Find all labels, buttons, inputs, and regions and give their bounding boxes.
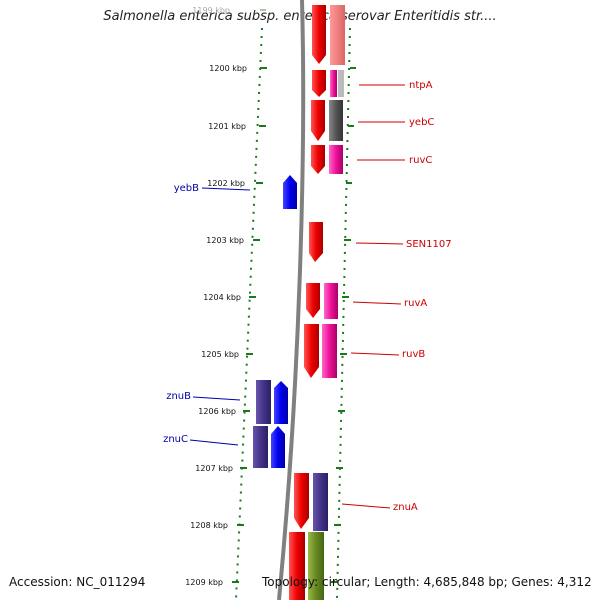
gene-label-yebB: yebB: [174, 183, 199, 194]
gene-label-ruvA: ruvA: [404, 298, 427, 309]
tick-label: 1204 kbp: [203, 293, 241, 302]
tick-label: 1208 kbp: [190, 521, 228, 530]
reverse-strand-guide: [235, 27, 263, 600]
gene-label-znuC: znuC: [163, 434, 188, 445]
gene-znuA[interactable]: znuA: [294, 473, 418, 531]
gene-SEN1107[interactable]: SEN1107: [309, 222, 452, 262]
gene-znuC[interactable]: znuC: [163, 426, 285, 468]
tick-label: 1199 kbp: [192, 6, 230, 15]
gene-ruvB[interactable]: ruvB: [304, 324, 425, 378]
gene-znuB[interactable]: znuB: [166, 380, 288, 424]
tick-1200: 1200 kbp: [209, 64, 267, 73]
gene-label-ruvB: ruvB: [402, 349, 425, 360]
tick-1199: 1199 kbp: [192, 6, 266, 15]
tick-label: 1209 kbp: [185, 578, 223, 587]
tick-1208: 1208 kbp: [190, 521, 244, 530]
gene-label-znuB: znuB: [166, 391, 191, 402]
tick-1209: 1209 kbp: [185, 578, 239, 587]
gene-label-SEN1107: SEN1107: [406, 239, 452, 250]
tick-1206: 1206 kbp: [198, 407, 250, 416]
tick-label: 1202 kbp: [207, 179, 245, 188]
gene-label-ntpA: ntpA: [409, 80, 433, 91]
genome-backbone: [277, 0, 306, 600]
accession-label: Accession: NC_011294: [9, 575, 146, 589]
forward-strand-ticks: [331, 67, 356, 583]
tick-1201: 1201 kbp: [208, 122, 266, 131]
tick-1204: 1204 kbp: [203, 293, 256, 302]
tick-1203: 1203 kbp: [206, 236, 260, 245]
genome-title: Salmonella enterica subsp. enterica sero…: [103, 9, 497, 24]
gene-block-top[interactable]: [312, 5, 345, 65]
tick-label: 1205 kbp: [201, 350, 239, 359]
gene-ruvC[interactable]: ruvC: [311, 145, 432, 174]
tick-1202: 1202 kbp: [207, 179, 263, 188]
tick-label: 1206 kbp: [198, 407, 236, 416]
tick-1207: 1207 kbp: [195, 464, 247, 473]
gene-label-yebC: yebC: [409, 117, 434, 128]
tick-label: 1201 kbp: [208, 122, 246, 131]
tick-label: 1207 kbp: [195, 464, 233, 473]
tick-label: 1203 kbp: [206, 236, 244, 245]
gene-block-bottom[interactable]: [289, 532, 324, 600]
gene-yebC[interactable]: yebC: [311, 100, 434, 141]
tick-label: 1200 kbp: [209, 64, 247, 73]
gene-ntpA[interactable]: ntpA: [312, 70, 433, 97]
genome-stats-label: Topology: circular; Length: 4,685,848 bp…: [262, 575, 592, 589]
gene-yebB[interactable]: yebB: [174, 175, 297, 209]
gene-ruvA[interactable]: ruvA: [306, 283, 427, 319]
tick-1205: 1205 kbp: [201, 350, 253, 359]
gene-label-ruvC: ruvC: [409, 155, 432, 166]
gene-label-znuA: znuA: [393, 502, 418, 513]
